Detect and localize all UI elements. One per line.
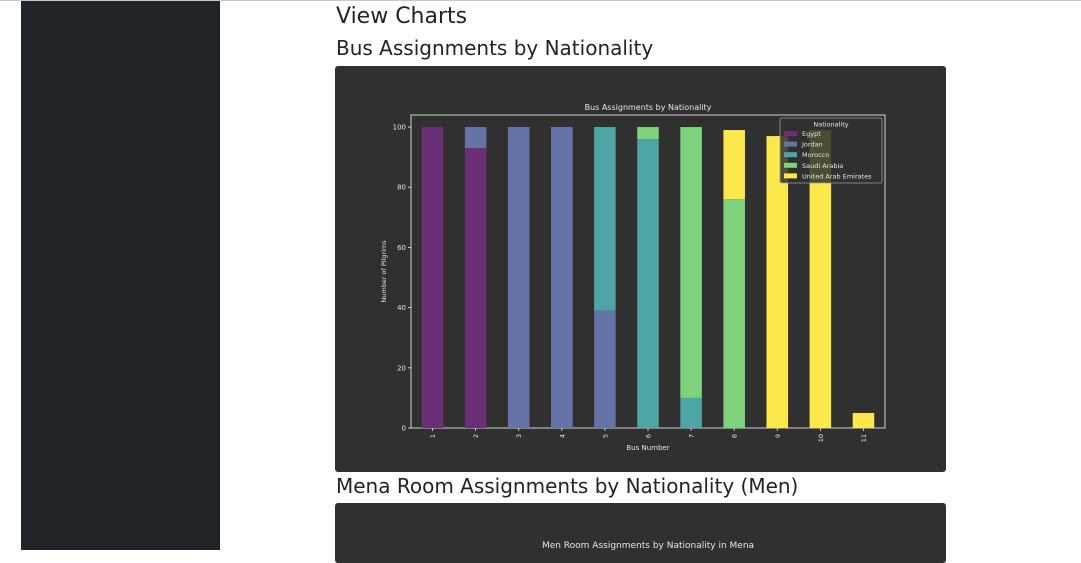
mena-men-chart-card: Men Room Assignments by Nationality in M… [335,503,946,563]
bus-chart-heading: Bus Assignments by Nationality [336,36,654,60]
x-tick-label: 1 [429,434,437,438]
legend-swatch [784,173,797,179]
bar-segment [680,397,702,428]
chart-title: Men Room Assignments by Nationality in M… [542,541,754,551]
x-tick-label: 8 [731,434,739,438]
bar-segment [809,130,832,428]
bar-segment [421,127,444,429]
page-title: View Charts [336,4,468,29]
x-tick-label: 2 [472,434,480,438]
bar-segment [680,127,702,398]
bar-segment [464,148,487,428]
bar-segment [507,127,530,429]
legend-swatch [784,141,797,147]
y-tick-label: 40 [397,304,406,312]
bar-segment [852,412,875,428]
bar-segment [723,130,745,200]
left-margin [0,1,21,550]
x-tick-label: 6 [645,434,653,438]
y-tick-label: 100 [393,124,406,132]
legend-label: United Arab Emirates [802,172,872,180]
legend-label: Saudi Arabia [802,162,843,170]
legend-box [779,117,883,184]
bus-assignments-chart: Bus Assignments by Nationality 0 20 40 60 80 1… [380,103,886,452]
bar-segment [766,136,789,428]
x-tick-label: 3 [515,434,523,438]
bus-chart-card: Bus Assignments by Nationality 0 20 40 60 80 1… [335,66,946,472]
bar-segment [594,310,616,428]
x-tick-label: 11 [860,434,868,442]
y-tick-label: 20 [397,364,406,372]
sidebar [21,1,220,550]
mena-men-chart-heading: Mena Room Assignments by Nationality (Me… [336,474,799,498]
bar-segment [551,127,573,429]
legend-swatch [784,162,797,168]
legend-title: Nationality [813,121,848,129]
chart-title: Bus Assignments by Nationality [585,103,712,112]
bar-segment [464,127,487,149]
x-tick-label: 5 [601,434,609,438]
x-axis-label: Bus Number [626,444,669,452]
y-tick-label: 60 [397,244,406,252]
legend-label: Jordan [801,141,823,149]
x-tick-label: 4 [558,434,566,438]
top-border [0,0,1081,1]
y-tick-label: 80 [397,184,406,192]
legend-label: Egypt [802,130,821,138]
bar-segment [637,139,659,429]
mena-men-room-chart: Men Room Assignments by Nationality in M… [542,541,754,551]
x-tick-label: 10 [817,434,825,442]
bar-segment [723,199,745,428]
legend-swatch [784,131,797,136]
bar-segment [594,127,616,311]
x-tick-label: 9 [774,434,782,438]
bar-segment [637,127,659,140]
legend-swatch [784,152,797,158]
y-tick-label: 0 [402,425,406,433]
y-axis-label: Number of Pilgrims [380,240,388,303]
legend-label: Morocco [802,151,829,159]
x-tick-label: 7 [688,434,696,438]
